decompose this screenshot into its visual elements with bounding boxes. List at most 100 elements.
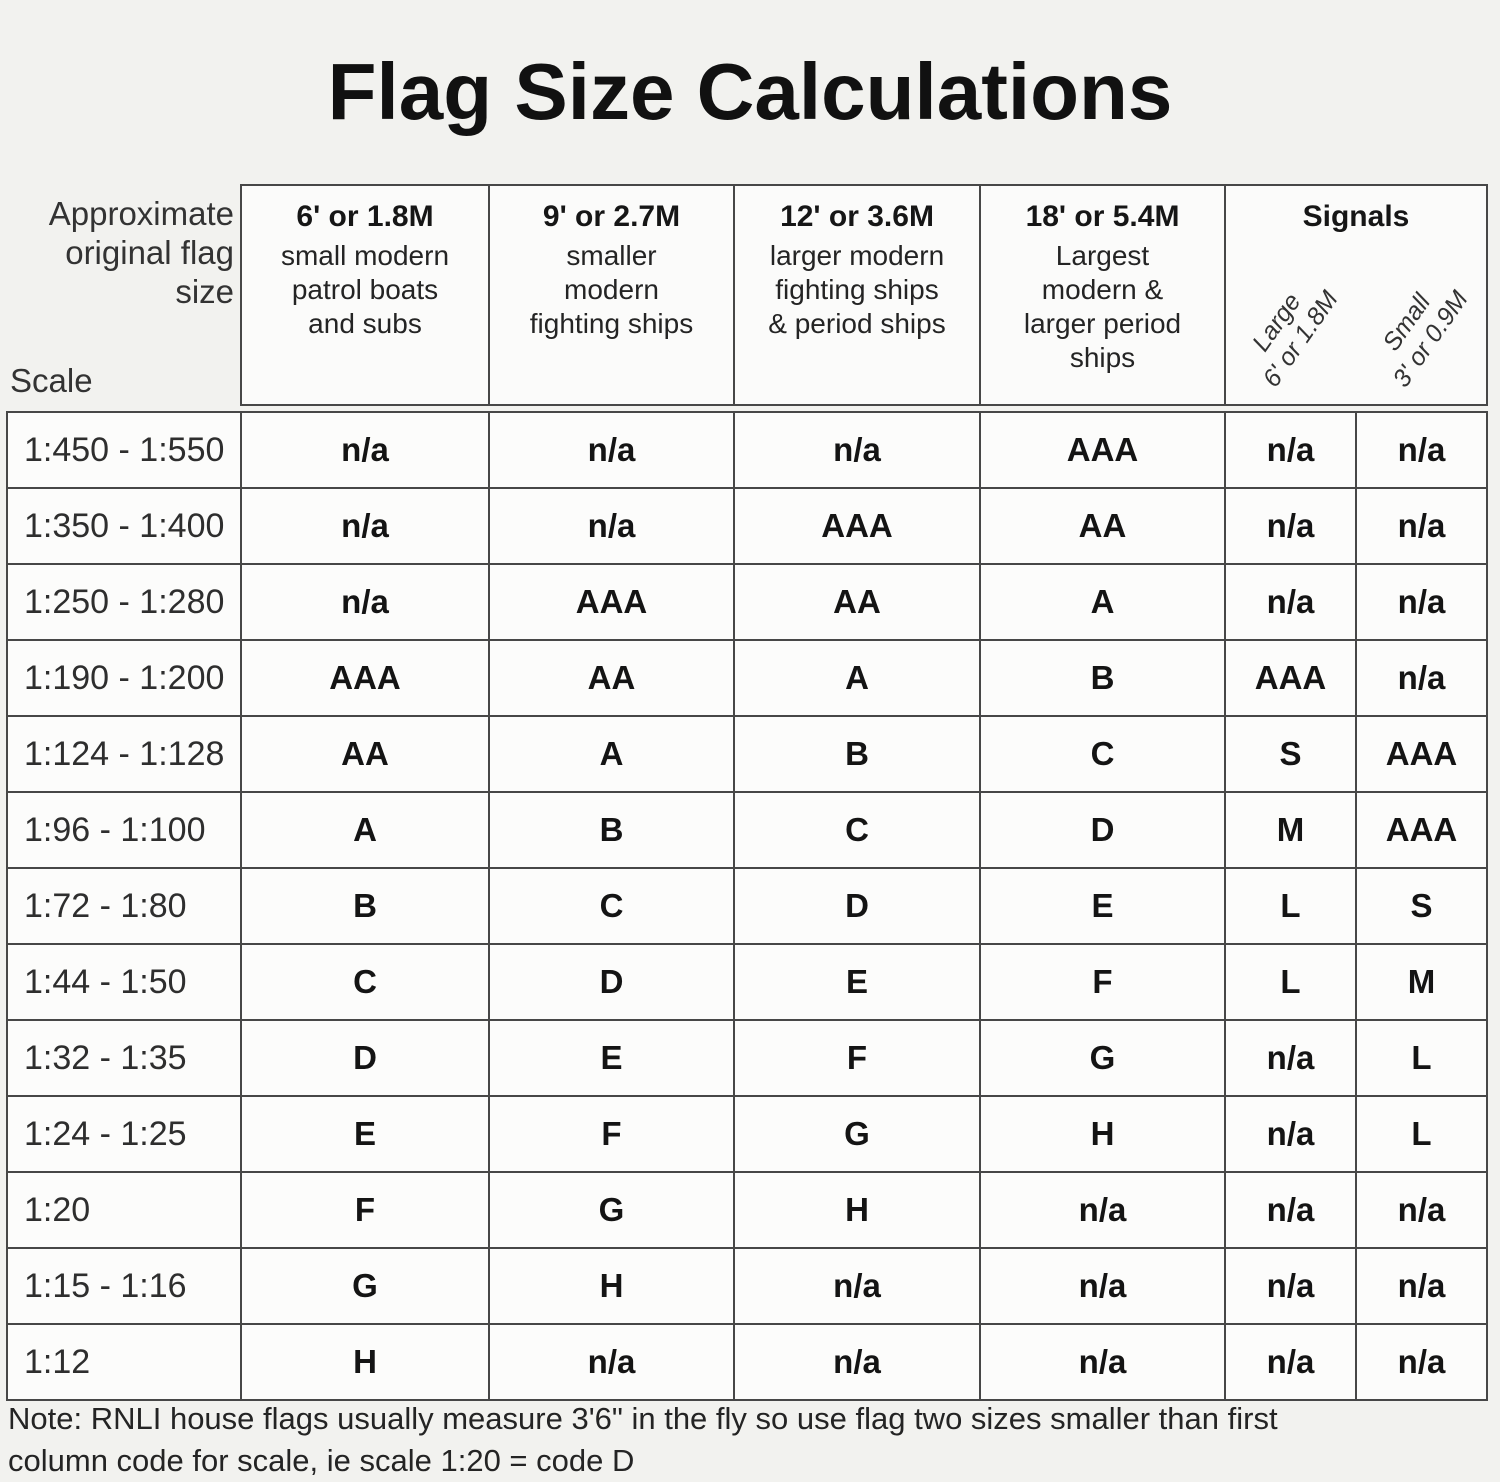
flag-code-cell: F <box>735 1021 979 1095</box>
flag-code-cell: n/a <box>981 1249 1224 1323</box>
flag-code-cell: AAA <box>1357 717 1486 791</box>
column-header-18ft: 18' or 5.4M Largest modern & larger peri… <box>981 186 1224 404</box>
flag-code-cell: S <box>1226 717 1355 791</box>
flag-code-cell: A <box>242 793 488 867</box>
flag-code-cell: AA <box>490 641 733 715</box>
flag-code-cell: n/a <box>1226 1173 1355 1247</box>
flag-code-cell: n/a <box>1357 1173 1486 1247</box>
flag-code-cell: n/a <box>735 1325 979 1399</box>
flag-code-cell: B <box>735 717 979 791</box>
signals-small-label: Small 3' or 0.9M <box>1377 285 1474 393</box>
flag-code-cell: n/a <box>490 413 733 487</box>
scale-cell: 1:12 <box>8 1325 240 1399</box>
scale-cell: 1:24 - 1:25 <box>8 1097 240 1171</box>
flag-code-cell: n/a <box>1226 1325 1355 1399</box>
table-row: 1:96 - 1:100 A B C D M AAA <box>8 793 1486 867</box>
flag-code-cell: AAA <box>735 489 979 563</box>
flag-code-cell: G <box>981 1021 1224 1095</box>
column-header-signals: Signals Large 6' or 1.8M Small 3' or 0.9… <box>1226 186 1486 404</box>
flag-code-cell: B <box>981 641 1224 715</box>
flag-code-cell: n/a <box>1226 489 1355 563</box>
flag-code-cell: G <box>735 1097 979 1171</box>
scale-cell: 1:250 - 1:280 <box>8 565 240 639</box>
flag-code-cell: n/a <box>1357 413 1486 487</box>
flag-code-cell: n/a <box>1357 1249 1486 1323</box>
flag-code-cell: n/a <box>490 489 733 563</box>
flag-code-cell: H <box>735 1173 979 1247</box>
flag-code-cell: B <box>490 793 733 867</box>
column-header-6ft: 6' or 1.8M small modern patrol boats and… <box>242 186 488 404</box>
flag-code-cell: D <box>490 945 733 1019</box>
flag-code-cell: C <box>490 869 733 943</box>
flag-code-cell: F <box>242 1173 488 1247</box>
column-size: 9' or 2.7M <box>542 200 681 233</box>
flag-code-cell: E <box>735 945 979 1019</box>
flag-code-cell: E <box>490 1021 733 1095</box>
flag-code-cell: AA <box>735 565 979 639</box>
flag-code-cell: D <box>981 793 1224 867</box>
scale-cell: 1:15 - 1:16 <box>8 1249 240 1323</box>
flag-code-cell: AAA <box>981 413 1224 487</box>
flag-code-cell: n/a <box>981 1325 1224 1399</box>
scale-cell: 1:190 - 1:200 <box>8 641 240 715</box>
scale-cell: 1:450 - 1:550 <box>8 413 240 487</box>
flag-code-cell: n/a <box>1226 1021 1355 1095</box>
flag-code-cell: n/a <box>1226 1249 1355 1323</box>
flag-code-cell: A <box>981 565 1224 639</box>
flag-code-cell: M <box>1226 793 1355 867</box>
flag-code-cell: n/a <box>1357 641 1486 715</box>
scale-label: Scale <box>10 362 93 399</box>
flag-code-cell: AAA <box>242 641 488 715</box>
flag-code-cell: S <box>1357 869 1486 943</box>
page-title: Flag Size Calculations <box>327 47 1173 136</box>
flag-code-cell: L <box>1357 1021 1486 1095</box>
flag-code-cell: n/a <box>1357 489 1486 563</box>
flag-code-cell: AAA <box>1226 641 1355 715</box>
flag-code-cell: n/a <box>735 413 979 487</box>
flag-code-cell: C <box>981 717 1224 791</box>
flag-code-cell: n/a <box>490 1325 733 1399</box>
flag-code-cell: n/a <box>1357 1325 1486 1399</box>
column-desc: smaller modern fighting ships <box>529 240 694 339</box>
column-header-9ft: 9' or 2.7M smaller modern fighting ships <box>490 186 733 404</box>
table-body: 1:450 - 1:550 n/a n/a n/a AAA n/a n/a 1:350 - 1… <box>6 411 1488 1401</box>
flag-code-cell: L <box>1226 869 1355 943</box>
flag-code-cell: G <box>490 1173 733 1247</box>
table-row: 1:350 - 1:400 n/a n/a AAA AA n/a n/a <box>8 489 1486 563</box>
flag-code-cell: n/a <box>1357 565 1486 639</box>
flag-code-cell: n/a <box>1226 1097 1355 1171</box>
column-desc: larger modern fighting ships & period sh… <box>768 240 946 339</box>
flag-code-cell: L <box>1226 945 1355 1019</box>
table-row: 1:190 - 1:200 AAA AA A B AAA n/a <box>8 641 1486 715</box>
flag-code-cell: C <box>242 945 488 1019</box>
flag-code-cell: AAA <box>1357 793 1486 867</box>
left-header-caption: Approximate original flag size <box>48 195 234 310</box>
scale-cell: 1:124 - 1:128 <box>8 717 240 791</box>
column-header-12ft: 12' or 3.6M larger modern fighting ships… <box>735 186 979 404</box>
scale-cell: 1:96 - 1:100 <box>8 793 240 867</box>
flag-code-cell: n/a <box>242 489 488 563</box>
column-size: 6' or 1.8M <box>296 200 434 233</box>
flag-code-cell: L <box>1357 1097 1486 1171</box>
footnote: Note: RNLI house flags usually measure 3… <box>8 1401 1278 1478</box>
flag-code-cell: n/a <box>242 413 488 487</box>
flag-code-cell: AA <box>981 489 1224 563</box>
table-row: 1:72 - 1:80 B C D E L S <box>8 869 1486 943</box>
table-row: 1:450 - 1:550 n/a n/a n/a AAA n/a n/a <box>8 413 1486 487</box>
scale-cell: 1:32 - 1:35 <box>8 1021 240 1095</box>
column-desc: Largest modern & larger period ships <box>1023 240 1182 373</box>
table-row: 1:124 - 1:128 AA A B C S AAA <box>8 717 1486 791</box>
flag-code-cell: E <box>981 869 1224 943</box>
flag-code-cell: G <box>242 1249 488 1323</box>
flag-code-cell: H <box>981 1097 1224 1171</box>
scale-cell: 1:44 - 1:50 <box>8 945 240 1019</box>
flag-code-cell: H <box>242 1325 488 1399</box>
flag-code-cell: D <box>242 1021 488 1095</box>
flag-code-cell: n/a <box>242 565 488 639</box>
signals-large-label: Large 6' or 1.8M <box>1246 285 1344 393</box>
scale-cell: 1:20 <box>8 1173 240 1247</box>
